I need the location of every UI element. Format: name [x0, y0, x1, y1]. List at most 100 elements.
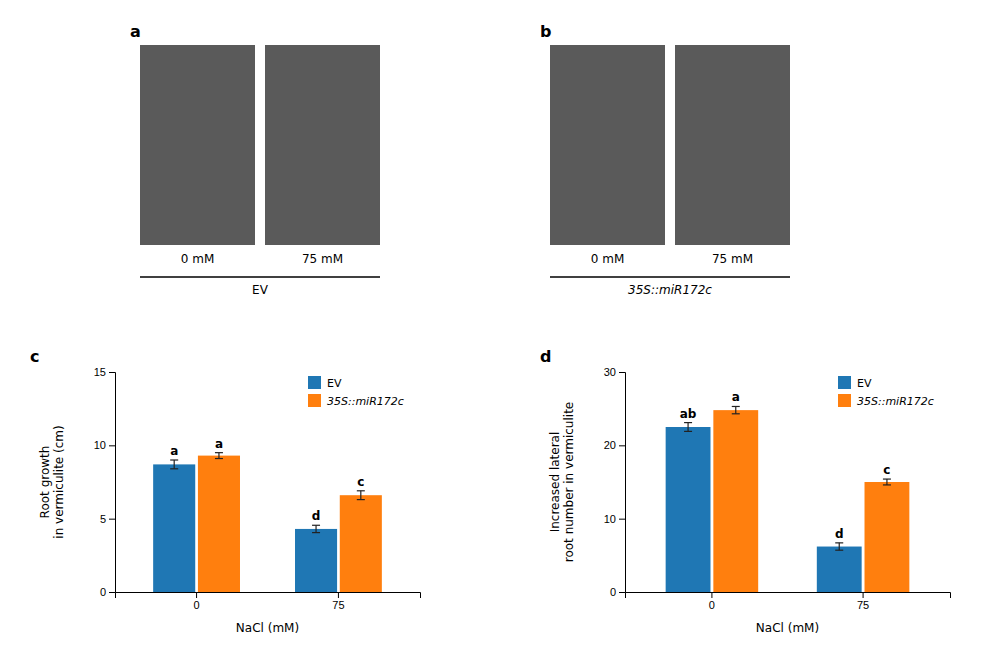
bar: [295, 529, 337, 592]
figure: 0 mM75 mMaEV0 mM75 mMb35S::miR172c051015…: [0, 0, 1000, 654]
bar: [198, 456, 240, 592]
significance-letter: c: [357, 475, 364, 489]
x-axis: 0 75: [116, 592, 421, 611]
y-tick-label: 15: [94, 366, 106, 378]
error-bar: [170, 460, 178, 469]
y-tick-mark: [109, 372, 115, 373]
y-tick-label: 10: [604, 513, 616, 525]
x-tick-label: 0: [194, 599, 200, 611]
y-tick-mark: [619, 445, 625, 446]
bar-series: [666, 423, 862, 592]
y-tick-label: 30: [604, 366, 616, 378]
x-axis-line: [116, 593, 421, 599]
error-bar-cap: [883, 478, 891, 479]
x-tick-mark: [338, 592, 339, 598]
y-axis: 0 5 10 15: [94, 366, 116, 598]
panel-letter: b: [540, 22, 551, 41]
plot-marks: [153, 453, 382, 592]
legend-swatch: [308, 394, 321, 407]
bar: [340, 495, 382, 592]
y-tick-mark: [619, 519, 625, 520]
photo-placeholder: [675, 45, 790, 245]
error-bar-stem: [174, 460, 175, 469]
x-tick: 75: [332, 592, 344, 611]
y-tick-mark: [619, 372, 625, 373]
y-tick-label: 10: [94, 439, 106, 451]
error-bar-stem: [315, 525, 316, 532]
error-bar-stem: [360, 491, 361, 500]
y-axis-line: [619, 373, 626, 593]
error-bar-cap: [835, 542, 843, 543]
bar-chart: 051015075adacNaCl (mM)Root growthin verm…: [30, 347, 421, 635]
significance-letters: adac: [170, 437, 364, 524]
significance-letter: d: [312, 509, 321, 523]
y-axis-title-line: in vermiculite (cm): [52, 425, 66, 538]
error-bar-cap: [732, 413, 740, 414]
error-bar: [684, 423, 692, 432]
bar: [153, 464, 195, 592]
panel-letter: d: [540, 347, 551, 366]
error-bar-cap: [357, 490, 365, 491]
photo-placeholder: [265, 45, 380, 245]
group-label: 35S::miR172c: [628, 283, 712, 297]
significance-letter: ab: [680, 407, 697, 421]
group-bracket: [140, 276, 380, 278]
significance-letters: abdac: [680, 390, 891, 540]
error-bar-cap: [170, 468, 178, 469]
bar: [713, 410, 758, 592]
y-tick: 10: [604, 513, 625, 525]
y-tick: 20: [604, 439, 625, 451]
photo-label: 0 mM: [181, 252, 215, 266]
photo-panel: 0 mM75 mMb35S::miR172c: [540, 22, 790, 297]
error-bar-stem: [839, 543, 840, 550]
error-bar-stem: [218, 453, 219, 459]
legend-label: EV: [857, 377, 872, 390]
error-bar-cap: [312, 525, 320, 526]
y-tick-label: 5: [100, 513, 106, 525]
y-tick: 10: [94, 439, 115, 451]
group-label: EV: [252, 283, 269, 297]
x-tick: 75: [857, 592, 869, 611]
bar-series: [198, 453, 382, 592]
error-bar-cap: [732, 406, 740, 407]
error-bar-cap: [684, 422, 692, 423]
y-axis-title-line: root number in vermiculite: [562, 402, 576, 562]
y-axis-title-line: Root growth: [38, 446, 52, 519]
error-bar-stem: [735, 406, 736, 413]
error-bar: [732, 406, 740, 413]
error-bar: [835, 543, 843, 550]
legend-item: 35S::miR172c: [308, 394, 404, 408]
bar-series: [713, 406, 909, 592]
significance-letter: d: [835, 527, 844, 541]
y-tick: 0: [100, 586, 115, 598]
error-bar-cap: [835, 550, 843, 551]
legend-swatch: [838, 394, 851, 407]
bar: [865, 482, 910, 592]
y-axis-title: Root growthin vermiculite (cm): [38, 425, 66, 538]
y-tick-mark: [109, 519, 115, 520]
x-axis: 075: [626, 592, 951, 611]
legend: EV35S::miR172c: [838, 376, 934, 408]
plot-marks: [666, 406, 910, 592]
legend-item: EV: [838, 376, 872, 390]
legend-label: 35S::miR172c: [327, 395, 404, 408]
bar-series: [153, 460, 337, 592]
significance-letter: a: [215, 437, 223, 451]
x-axis-title: NaCl (mM): [236, 621, 299, 635]
photo-panel: 0 mM75 mMaEV: [130, 22, 380, 297]
error-bar-cap: [883, 484, 891, 485]
y-tick-mark: [109, 592, 115, 593]
y-axis-line: [109, 373, 116, 593]
x-tick-label: 75: [332, 599, 344, 611]
x-tick-label: 75: [857, 599, 869, 611]
y-axis-title: Increased lateralroot number in vermicul…: [548, 402, 576, 562]
photo-panels: 0 mM75 mMaEV0 mM75 mMb35S::miR172c: [130, 22, 790, 297]
legend-swatch: [308, 376, 321, 389]
error-bar-cap: [170, 459, 178, 460]
x-axis-line: [626, 593, 951, 599]
panel-letter: a: [130, 22, 141, 41]
error-bar-cap: [357, 499, 365, 500]
group-bracket: [550, 276, 790, 278]
error-bar: [215, 453, 223, 459]
panel-letter: c: [30, 347, 39, 366]
